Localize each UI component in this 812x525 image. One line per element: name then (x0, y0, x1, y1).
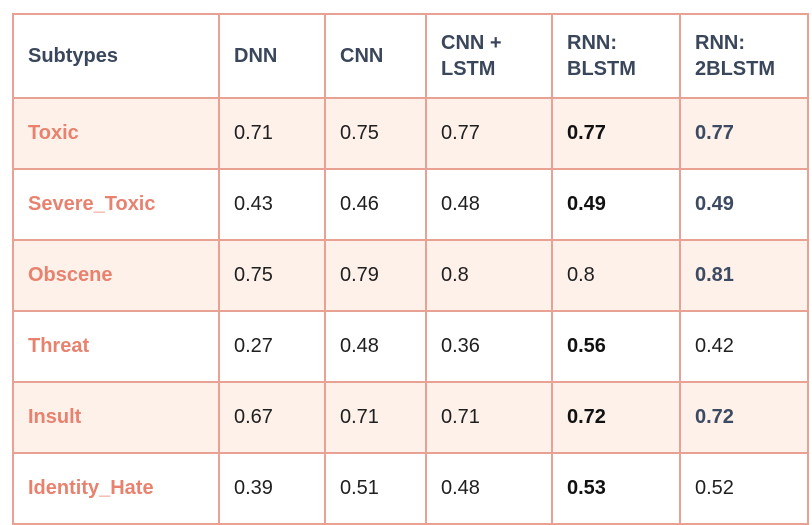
cell-rnn-blstm: 0.53 (551, 452, 681, 525)
header-label: CNN (340, 45, 384, 67)
header-label: CNN + LSTM (441, 32, 502, 80)
cell-rnn-blstm: 0.56 (551, 310, 681, 383)
header-label: RNN: BLSTM (567, 32, 636, 80)
table-row: Severe_Toxic 0.43 0.46 0.48 0.49 0.49 (12, 168, 809, 241)
cell-rnn-blstm: 0.8 (551, 239, 681, 312)
cell-cnn-lstm: 0.77 (425, 97, 553, 170)
cell-dnn: 0.67 (218, 381, 326, 454)
cell-rnn-blstm: 0.49 (551, 168, 681, 241)
cell-cnn-lstm: 0.36 (425, 310, 553, 383)
header-cnn: CNN (324, 13, 427, 99)
table-row: Insult 0.67 0.71 0.71 0.72 0.72 (12, 381, 809, 454)
cell-dnn: 0.39 (218, 452, 326, 525)
row-subtype-label: Identity_Hate (12, 452, 220, 525)
header-dnn: DNN (218, 13, 326, 99)
header-label: RNN: 2BLSTM (695, 32, 775, 80)
header-label: Subtypes (28, 45, 119, 67)
cell-rnn-blstm: 0.72 (551, 381, 681, 454)
header-rnn-2blstm: RNN: 2BLSTM (679, 13, 809, 99)
table-row: Threat 0.27 0.48 0.36 0.56 0.42 (12, 310, 809, 383)
row-subtype-label: Obscene (12, 239, 220, 312)
cell-rnn-2blstm: 0.49 (679, 168, 809, 241)
cell-cnn: 0.71 (324, 381, 427, 454)
cell-cnn: 0.79 (324, 239, 427, 312)
row-subtype-label: Toxic (12, 97, 220, 170)
cell-cnn-lstm: 0.48 (425, 452, 553, 525)
header-label: DNN (234, 45, 278, 67)
cell-rnn-2blstm: 0.77 (679, 97, 809, 170)
cell-dnn: 0.43 (218, 168, 326, 241)
row-subtype-label: Threat (12, 310, 220, 383)
header-row: Subtypes DNN CNN CNN + LSTM RNN: BLSTM RNN… (12, 13, 809, 99)
row-subtype-label: Severe_Toxic (12, 168, 220, 241)
cell-cnn: 0.75 (324, 97, 427, 170)
table-row: Identity_Hate 0.39 0.51 0.48 0.53 0.52 (12, 452, 809, 525)
header-cnn-lstm: CNN + LSTM (425, 13, 553, 99)
table-row: Obscene 0.75 0.79 0.8 0.8 0.81 (12, 239, 809, 312)
cell-rnn-2blstm: 0.81 (679, 239, 809, 312)
cell-cnn-lstm: 0.48 (425, 168, 553, 241)
results-table: Subtypes DNN CNN CNN + LSTM RNN: BLSTM RNN… (12, 13, 809, 525)
cell-dnn: 0.27 (218, 310, 326, 383)
cell-dnn: 0.75 (218, 239, 326, 312)
cell-cnn: 0.46 (324, 168, 427, 241)
cell-rnn-blstm: 0.77 (551, 97, 681, 170)
header-subtypes: Subtypes (12, 13, 220, 99)
table-row: Toxic 0.71 0.75 0.77 0.77 0.77 (12, 97, 809, 170)
row-subtype-label: Insult (12, 381, 220, 454)
cell-cnn: 0.48 (324, 310, 427, 383)
cell-rnn-2blstm: 0.52 (679, 452, 809, 525)
cell-cnn: 0.51 (324, 452, 427, 525)
cell-cnn-lstm: 0.71 (425, 381, 553, 454)
cell-dnn: 0.71 (218, 97, 326, 170)
cell-rnn-2blstm: 0.72 (679, 381, 809, 454)
cell-cnn-lstm: 0.8 (425, 239, 553, 312)
header-rnn-blstm: RNN: BLSTM (551, 13, 681, 99)
cell-rnn-2blstm: 0.42 (679, 310, 809, 383)
